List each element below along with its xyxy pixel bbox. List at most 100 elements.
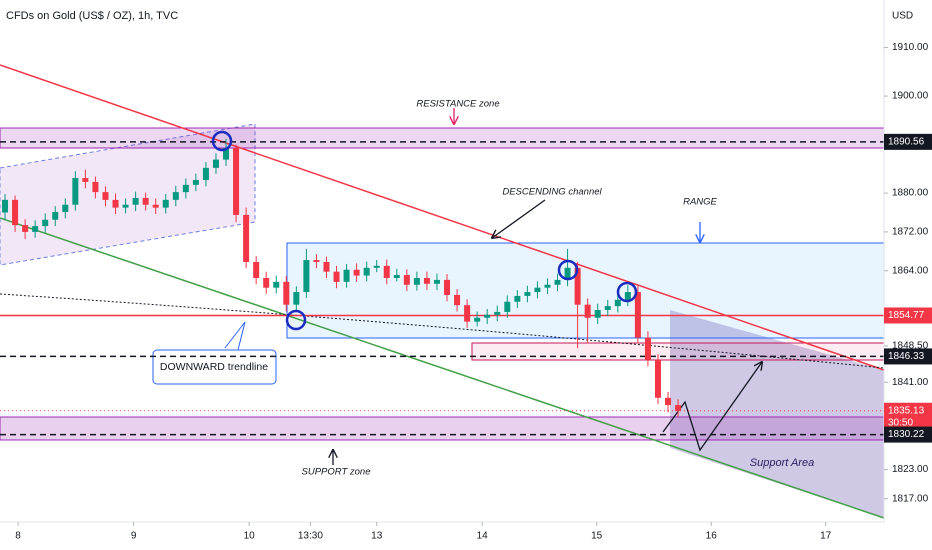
candle-body (504, 301, 511, 312)
candle-body (313, 260, 320, 262)
chart-title: CFDs on Gold (US$ / OZ), 1h, TVC (6, 10, 178, 22)
support-zone (0, 416, 885, 441)
descending-line (0, 64, 885, 371)
candle-body (604, 306, 611, 310)
candle-body (12, 199, 19, 226)
candle-body (2, 199, 9, 213)
support-area-label: Support Area (750, 457, 814, 469)
level-label: 1890.56 (888, 136, 925, 147)
candle-body (654, 359, 661, 398)
marks (211, 130, 638, 331)
y-tick-label: 1841.00 (892, 377, 929, 388)
trendline-label: DOWNWARD trendline (160, 361, 268, 373)
candle-body (353, 269, 360, 276)
candle-body (574, 267, 581, 305)
resistance-zone (0, 127, 885, 149)
candle-body (494, 311, 501, 315)
level-label: 1854.77 (888, 310, 925, 321)
candle-body (162, 199, 169, 208)
x-tick-label: 13:30 (298, 531, 323, 542)
y-tick-label: 1823.00 (892, 464, 929, 475)
candle-body (273, 281, 280, 288)
candle-body (122, 204, 129, 208)
level-label: 1830.22 (888, 429, 925, 440)
candle-body (172, 192, 179, 200)
y-tick-label: 1872.00 (892, 227, 929, 238)
price-axis (884, 0, 932, 550)
candle-body (333, 271, 340, 282)
candle-body (22, 225, 29, 232)
candle-body (102, 192, 109, 200)
candle-body (433, 279, 440, 284)
candle-body (413, 277, 420, 285)
candle-body (544, 284, 551, 288)
dotted-trend (0, 293, 885, 369)
candle-body (564, 267, 571, 280)
pivot-circle (616, 281, 638, 303)
level-label-bg (884, 133, 932, 150)
candle-body (363, 267, 370, 276)
candle-body (112, 199, 119, 208)
candle-body (534, 287, 541, 293)
channel-arrow (492, 199, 546, 238)
y-tick-label: 1864.00 (892, 265, 929, 276)
pivot-circle (285, 309, 307, 331)
x-tick-label: 17 (820, 531, 832, 542)
candle-body (253, 261, 260, 278)
candle-body (444, 279, 451, 295)
candle-body (624, 292, 631, 300)
level-label-bg (884, 426, 932, 443)
level-label-bg (884, 402, 932, 431)
candle-body (132, 197, 139, 205)
x-tick-label: 15 (591, 531, 603, 542)
candle-body (192, 179, 199, 185)
y-tick-label: 1910.00 (892, 42, 929, 53)
support-trendline (0, 217, 885, 519)
candle-body (584, 304, 591, 318)
drawings: DOWNWARD trendline RESISTANCE zone DESCE… (0, 64, 885, 519)
candle-body (152, 204, 159, 208)
candle-body (343, 269, 350, 282)
candle-body (524, 292, 531, 296)
time-axis (0, 522, 884, 550)
y-tick-label: 1880.00 (892, 188, 929, 199)
x-tick-label: 13 (371, 531, 383, 542)
candle-body (243, 214, 250, 262)
level-label: 1846.33 (888, 351, 925, 362)
x-tick-label: 8 (15, 531, 21, 542)
candle-body (514, 295, 521, 302)
candle-body (82, 178, 89, 182)
rising-channel (0, 123, 256, 266)
callout-box (152, 349, 277, 385)
x-tick-label: 14 (477, 531, 489, 542)
candle-body (644, 337, 651, 360)
candle-body (393, 275, 400, 278)
callout-pointer (224, 321, 246, 351)
candle-body (263, 277, 270, 288)
candle-body (474, 317, 481, 322)
projection-arrow (662, 362, 762, 452)
level-label: 1835.13 (888, 405, 925, 416)
y-tick-label: 1848.50 (892, 341, 929, 352)
level-label-bg (884, 348, 932, 365)
candle-body (72, 178, 79, 205)
candle-body (223, 147, 230, 160)
candle-body (293, 292, 300, 305)
candle-body (383, 265, 390, 278)
candle-body (182, 184, 189, 193)
x-tick-label: 10 (244, 531, 256, 542)
candle-body (634, 292, 641, 338)
candle-body (212, 159, 219, 168)
candle-body (373, 265, 380, 268)
candle-body (675, 405, 682, 411)
candle-body (554, 279, 561, 285)
support-label: SUPPORT zone (302, 467, 371, 478)
candle-body (484, 314, 491, 318)
small-zone (471, 342, 885, 361)
range-label: RANGE (683, 197, 717, 208)
range-box (286, 242, 885, 339)
candle-body (32, 226, 39, 232)
candle-body (594, 309, 601, 318)
pivot-circle (211, 130, 233, 152)
